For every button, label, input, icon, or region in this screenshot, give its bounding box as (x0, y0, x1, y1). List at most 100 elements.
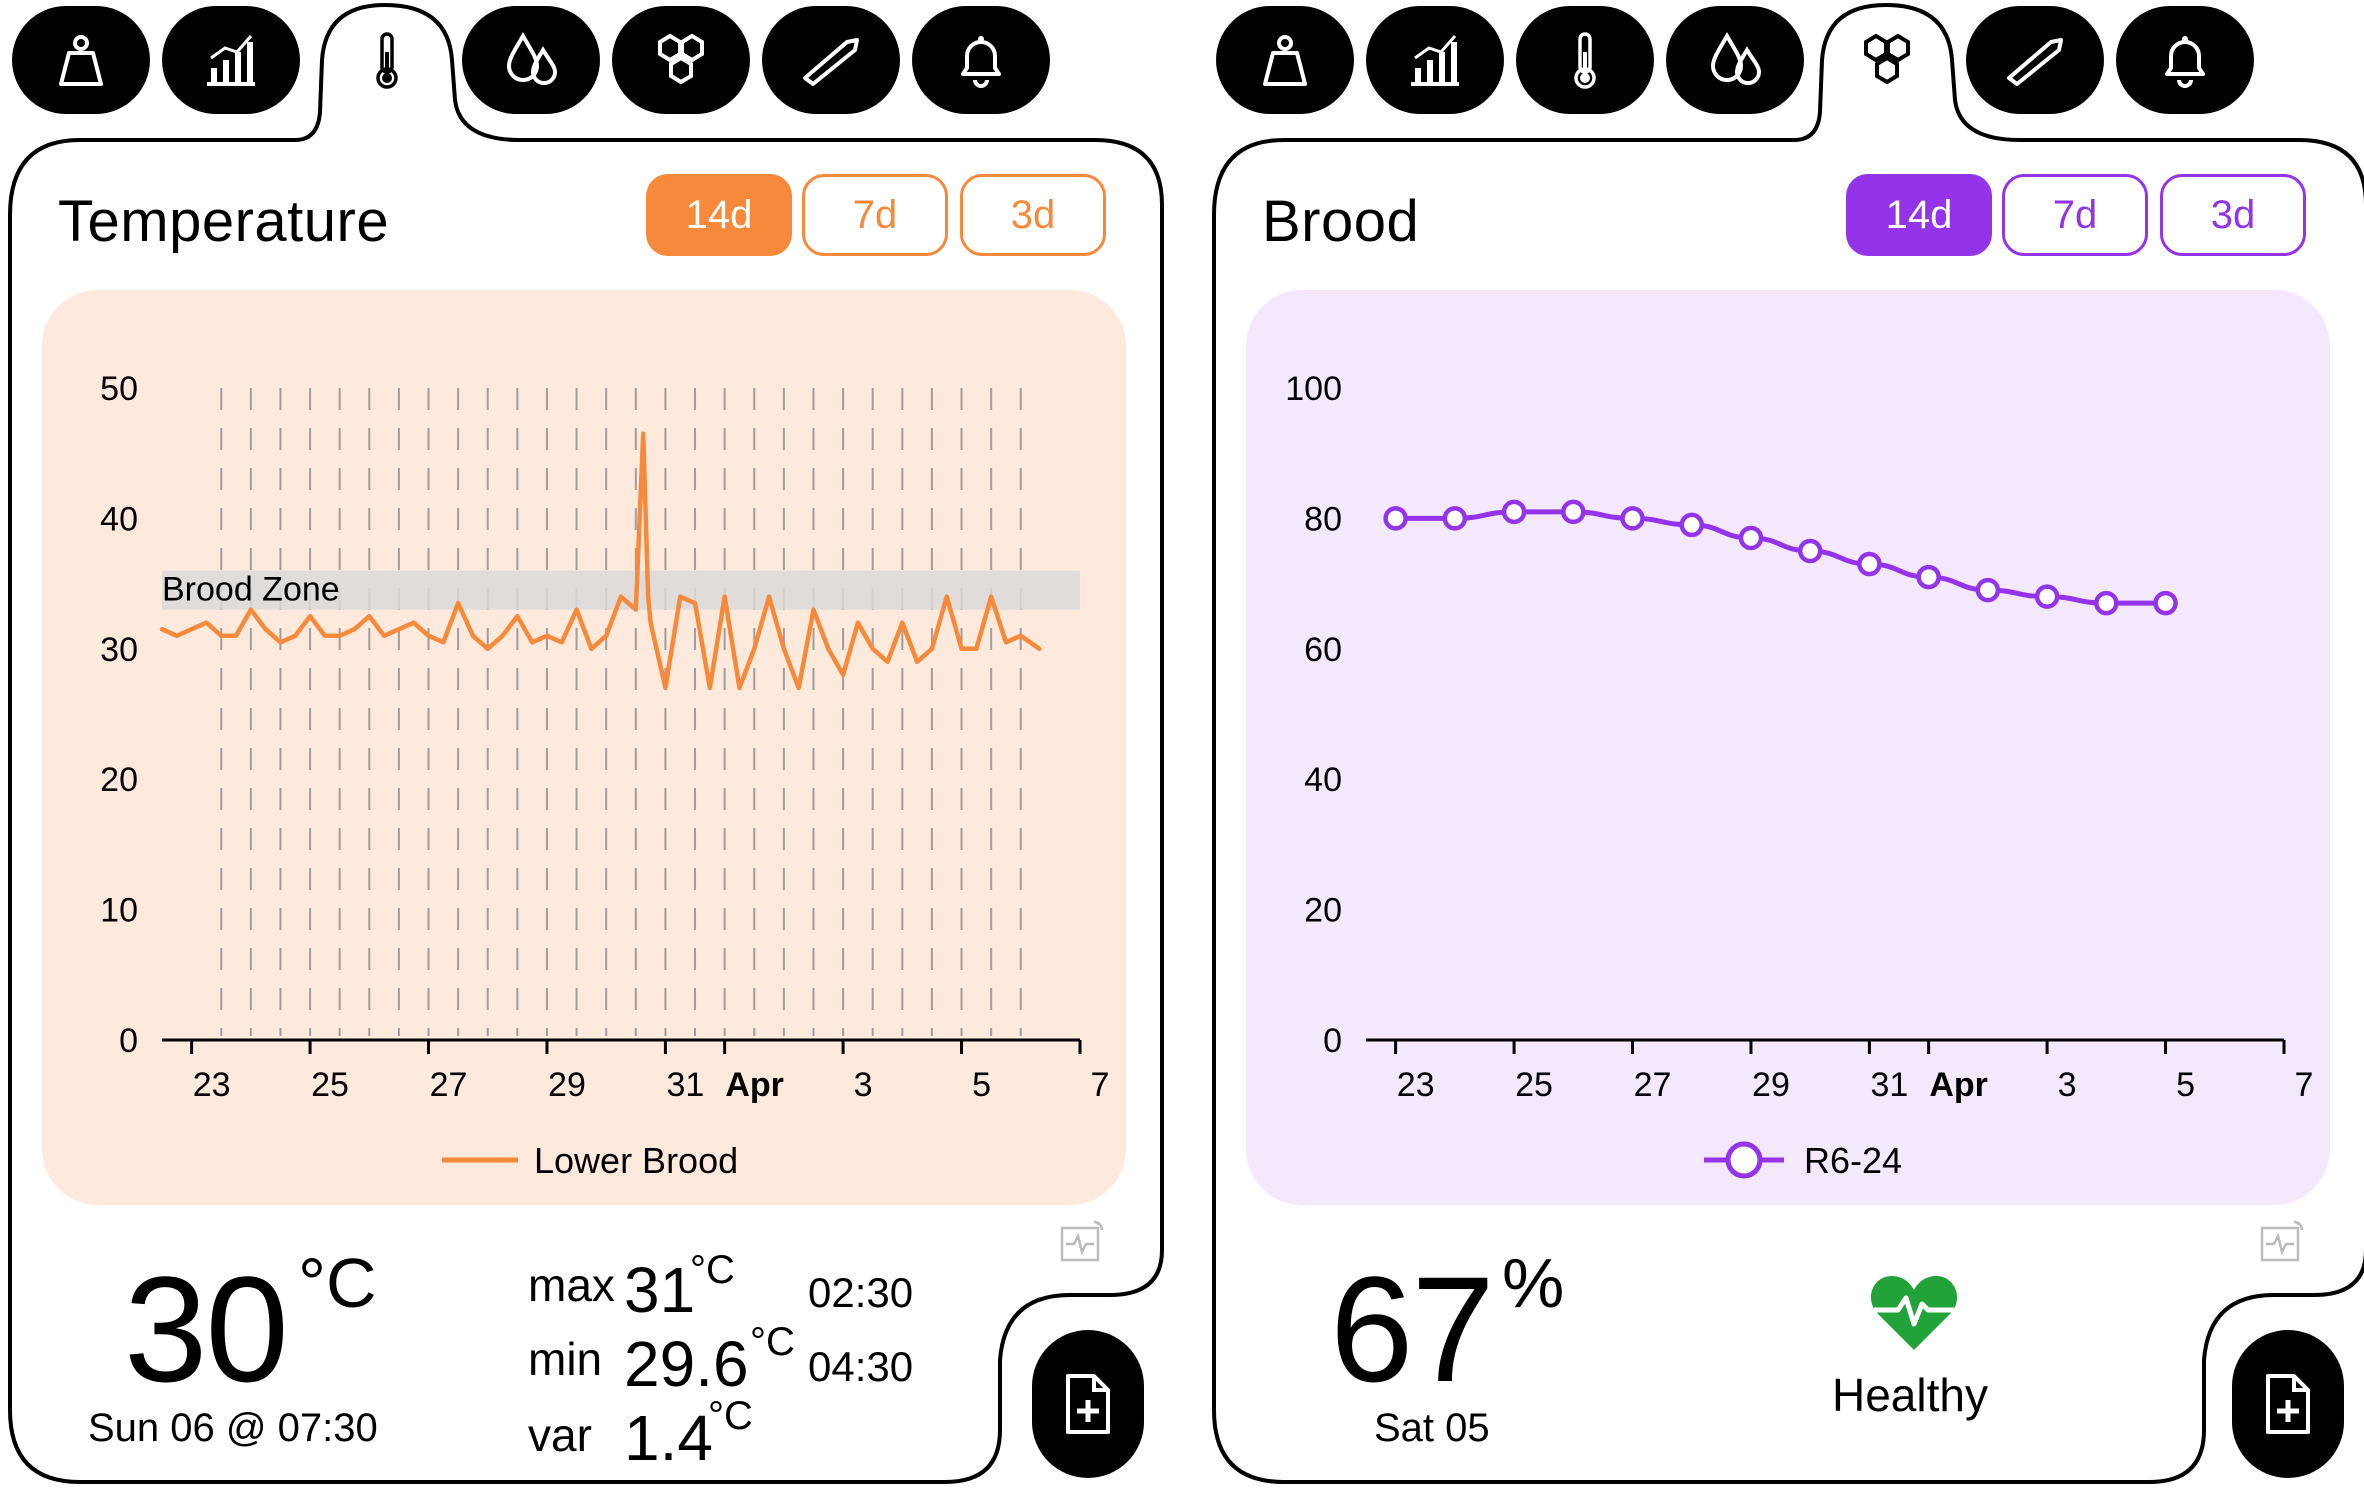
device-icon (2256, 1214, 2308, 1271)
x-tick-label: 5 (2176, 1066, 2195, 1104)
data-point (1679, 512, 1704, 538)
segment-3d[interactable]: 3d (960, 174, 1106, 256)
add-document-icon (2266, 1374, 2310, 1434)
heart-pulse-icon (1868, 1270, 1960, 1359)
var-unit: °C (708, 1394, 753, 1438)
brood-zone-label: Brood Zone (162, 571, 340, 609)
var-value: 1.4 (624, 1402, 713, 1474)
x-tick-label: 31 (1871, 1066, 1909, 1104)
data-point (1857, 551, 1882, 577)
brood-panel: Brood 14d 7d 3d 23 25 27 29 31 Apr 3 5 7 0 20 40 60 8… (1204, 0, 2364, 1500)
add-report-button[interactable] (1032, 1330, 1144, 1478)
x-tick-label: 23 (193, 1066, 231, 1104)
x-tick-label: Apr (1929, 1066, 1988, 1104)
data-point (1620, 506, 1645, 531)
max-value: 31 (624, 1254, 696, 1326)
chart-area (1246, 290, 2330, 1205)
data-point (1383, 506, 1408, 531)
y-tick-label: 80 (1304, 500, 1342, 538)
segment-7d[interactable]: 7d (2002, 174, 2148, 256)
current-temperature: 30 (124, 1245, 289, 1413)
var-label: var (528, 1409, 592, 1461)
segment-14d[interactable]: 14d (1846, 174, 1992, 256)
bell-icon (2165, 36, 2205, 88)
y-tick-label: 40 (1304, 761, 1342, 799)
tab-honeycomb[interactable] (1818, 6, 1956, 114)
data-point (1442, 506, 1468, 531)
add-document-icon (1066, 1374, 1110, 1434)
add-report-button[interactable] (2232, 1330, 2344, 1478)
tab-honeycomb[interactable] (612, 6, 750, 114)
page-title: Temperature (58, 189, 390, 254)
data-point (2034, 584, 2060, 609)
y-tick-label: 0 (1323, 1022, 1342, 1060)
y-tick-label: 20 (100, 761, 138, 799)
tab-chart[interactable] (162, 6, 300, 114)
health-status: Healthy (1832, 1369, 1988, 1421)
bell-icon (961, 36, 1001, 88)
tab-notifications[interactable] (912, 6, 1050, 114)
x-tick-label: Apr (725, 1066, 784, 1104)
tab-hive-tool[interactable] (762, 6, 900, 114)
data-point (1501, 499, 1527, 525)
honeycomb-icon (658, 33, 704, 85)
brood-chart: 23 25 27 29 31 Apr 3 5 7 0 20 40 60 80 100 R6-24 (1285, 370, 2314, 1181)
device-icon (1056, 1214, 1108, 1271)
honeycomb-icon (1864, 33, 1910, 85)
brood-date: Sat 05 (1374, 1406, 1490, 1450)
series-line (159, 431, 1042, 691)
tab-scale[interactable] (12, 6, 150, 114)
x-tick-label: 3 (854, 1066, 873, 1104)
card-frame (8, 2, 1164, 1484)
scale-icon (1263, 35, 1307, 86)
y-tick-label: 10 (100, 892, 138, 930)
tab-droplets[interactable] (1666, 6, 1804, 114)
x-tick-label: 29 (1752, 1066, 1790, 1104)
hive-tool-icon (2007, 38, 2063, 86)
max-unit: °C (690, 1248, 735, 1292)
y-tick-label: 0 (119, 1022, 138, 1060)
temperature-panel: Temperature 14d 7d 3d Brood Zone 23 25 27 29… (8, 2, 1164, 1484)
legend-label: R6-24 (1804, 1140, 1902, 1181)
legend-label: Lower Brood (534, 1140, 738, 1181)
tab-thermometer[interactable] (318, 6, 456, 114)
data-point (1738, 525, 1764, 551)
chart-icon (1411, 35, 1459, 86)
y-tick-label: 40 (100, 500, 138, 538)
min-time: 04:30 (808, 1343, 914, 1390)
tab-thermometer[interactable] (1516, 6, 1654, 114)
brood-percentage: 67 (1330, 1245, 1495, 1413)
thermometer-icon (1574, 32, 1596, 89)
droplets-icon (506, 31, 558, 85)
data-point (2094, 590, 2119, 616)
x-tick-label: 27 (1634, 1066, 1672, 1104)
current-temperature-unit: °C (298, 1244, 377, 1322)
x-tick-label: 7 (2295, 1066, 2314, 1104)
segment-14d[interactable]: 14d (646, 174, 792, 256)
tab-chart[interactable] (1366, 6, 1504, 114)
y-tick-label: 50 (100, 370, 138, 408)
x-tick-label: 29 (548, 1066, 586, 1104)
tab-notifications[interactable] (2116, 6, 2254, 114)
legend-marker (1725, 1141, 1763, 1179)
data-point (1797, 538, 1823, 564)
min-label: min (528, 1333, 603, 1385)
tab-droplets[interactable] (462, 6, 600, 114)
scale-icon (59, 35, 103, 86)
x-tick-label: 7 (1091, 1066, 1110, 1104)
data-point (1916, 564, 1941, 590)
chart-area (42, 290, 1126, 1205)
max-label: max (528, 1259, 615, 1311)
temperature-chart: Brood Zone 23 25 27 29 31 Apr 3 5 7 0 10 20 30 40 50 Low… (100, 370, 1110, 1181)
x-tick-label: 5 (972, 1066, 991, 1104)
tab-scale[interactable] (1216, 6, 1354, 114)
hive-tool-icon (803, 38, 859, 86)
segment-7d[interactable]: 7d (802, 174, 948, 256)
segment-3d[interactable]: 3d (2160, 174, 2306, 256)
thermometer-icon (376, 32, 398, 89)
card-frame (1212, 2, 2364, 1484)
tab-hive-tool[interactable] (1966, 6, 2104, 114)
x-tick-label: 3 (2058, 1066, 2077, 1104)
droplets-icon (1710, 31, 1762, 85)
data-point (1975, 577, 2001, 603)
